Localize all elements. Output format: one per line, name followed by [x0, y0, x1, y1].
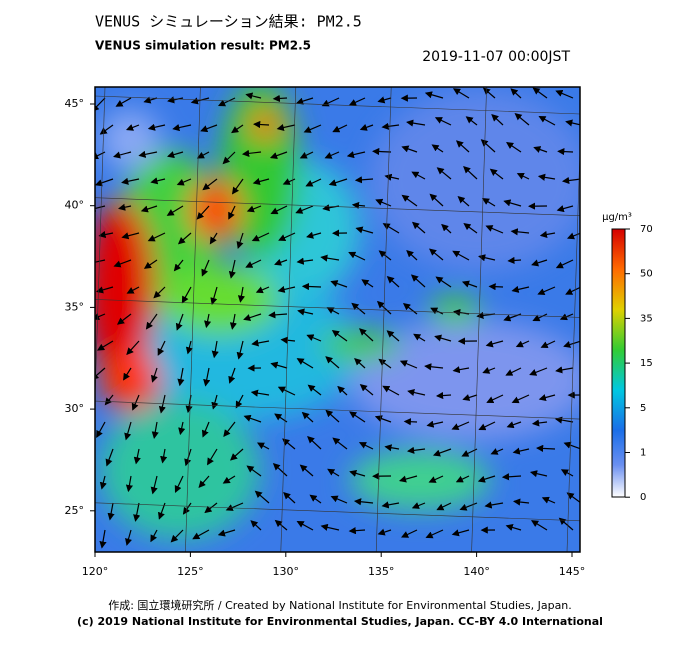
lon-label: 125° [177, 565, 204, 578]
lat-label: 45° [65, 97, 85, 110]
title-ja: VENUS シミュレーション結果: PM2.5 [95, 13, 362, 31]
colorbar-label: 50 [640, 269, 653, 280]
colorbar-label: 70 [640, 224, 653, 235]
title-en: VENUS simulation result: PM2.5 [95, 39, 311, 53]
lat-label: 40° [65, 199, 85, 212]
colorbar-label: 1 [640, 448, 646, 459]
colorbar-label: 15 [640, 358, 653, 369]
wind-arrow [490, 286, 503, 287]
lon-label: 135° [368, 565, 395, 578]
lat-label: 35° [65, 300, 85, 313]
lon-label: 120° [82, 565, 109, 578]
lat-label: 25° [65, 504, 85, 517]
wind-arrow [274, 98, 287, 99]
wind-arrow [303, 286, 321, 287]
wind-arrow [373, 151, 391, 152]
colorbar-label: 5 [640, 403, 646, 414]
timestamp: 2019-11-07 00:00JST [422, 49, 570, 65]
wind-arrow [558, 151, 573, 152]
colorbar-label: 0 [640, 492, 646, 503]
wind-arrow [254, 124, 269, 125]
lon-label: 145° [559, 565, 586, 578]
credit: 作成: 国立環境研究所 / Created by National Instit… [108, 598, 572, 612]
colorbar [612, 229, 625, 497]
copyright: (c) 2019 National Institute for Environm… [77, 615, 603, 628]
wind-arrow [405, 421, 417, 422]
colorbar-label: 35 [640, 313, 653, 324]
lon-label: 140° [463, 565, 490, 578]
lon-label: 130° [273, 565, 300, 578]
map [85, 80, 590, 552]
colorbar-unit: μg/m³ [602, 212, 632, 223]
lat-label: 30° [65, 402, 85, 415]
